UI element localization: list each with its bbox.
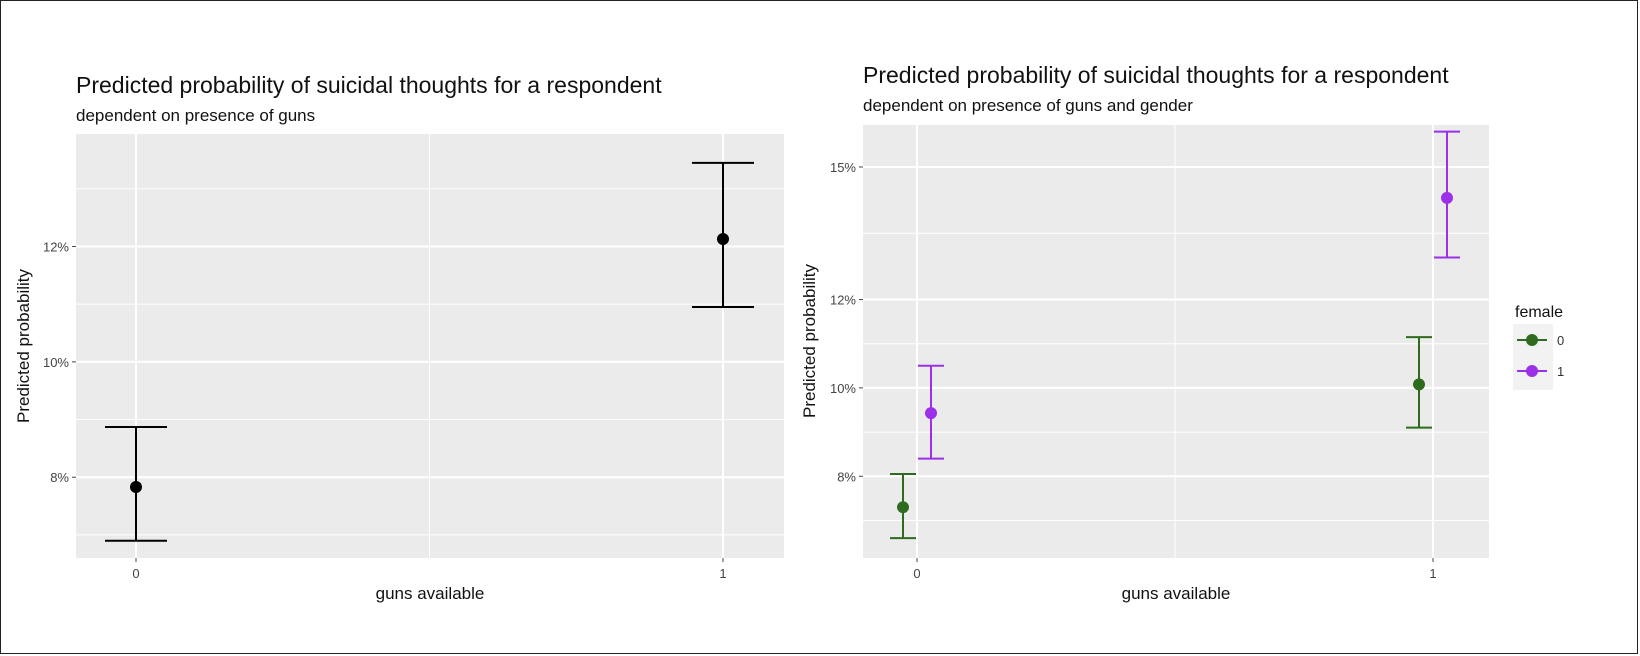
chart-left-gridlines	[76, 134, 784, 558]
x-tick-label: 0	[913, 566, 920, 581]
legend-label: 0	[1557, 333, 1564, 348]
chart-left-title: Predicted probability of suicidal though…	[76, 72, 662, 98]
legend-key-point	[1526, 365, 1538, 377]
chart-right: Predicted probability of suicidal though…	[800, 62, 1564, 603]
data-point	[1413, 378, 1425, 391]
chart-right-legend: female 01	[1513, 304, 1564, 390]
chart-right-title: Predicted probability of suicidal though…	[863, 62, 1449, 88]
chart-right-y-ticks: 8% 10% 12% 15%	[830, 160, 863, 484]
data-point	[897, 501, 909, 514]
legend-label: 1	[1557, 364, 1564, 379]
legend-items: 01	[1517, 333, 1564, 379]
y-tick-label: 15%	[830, 160, 856, 175]
legend-title: female	[1515, 304, 1563, 321]
chart-left-y-axis-label: Predicted probability	[14, 268, 33, 423]
chart-right-subtitle: dependent on presence of guns and gender	[863, 96, 1193, 115]
data-point	[925, 407, 937, 420]
legend-key-background	[1513, 324, 1553, 390]
chart-left: Predicted probability of suicidal though…	[14, 72, 784, 603]
x-tick-label: 1	[1429, 566, 1436, 581]
chart-right-y-axis-label: Predicted probability	[800, 263, 819, 418]
y-tick-label: 10%	[43, 355, 69, 370]
y-tick-label: 12%	[43, 239, 69, 254]
data-point	[130, 481, 142, 494]
chart-left-marks	[105, 161, 754, 542]
chart-left-y-ticks: 8% 10% 12%	[43, 239, 76, 485]
y-tick-label: 8%	[50, 470, 69, 485]
x-tick-label: 0	[132, 566, 139, 581]
data-point	[717, 232, 729, 245]
chart-left-x-axis-label: guns available	[376, 584, 485, 603]
x-tick-label: 1	[719, 566, 726, 581]
chart-right-marks	[890, 130, 1460, 540]
data-point	[1441, 191, 1453, 204]
y-tick-label: 10%	[830, 381, 856, 396]
chart-right-panel	[863, 125, 1489, 558]
legend-key-point	[1526, 334, 1538, 346]
chart-right-x-axis-label: guns available	[1122, 584, 1231, 603]
chart-left-subtitle: dependent on presence of guns	[76, 106, 315, 125]
y-tick-label: 8%	[837, 469, 856, 484]
chart-right-gridlines	[863, 125, 1489, 558]
y-tick-label: 12%	[830, 293, 856, 308]
